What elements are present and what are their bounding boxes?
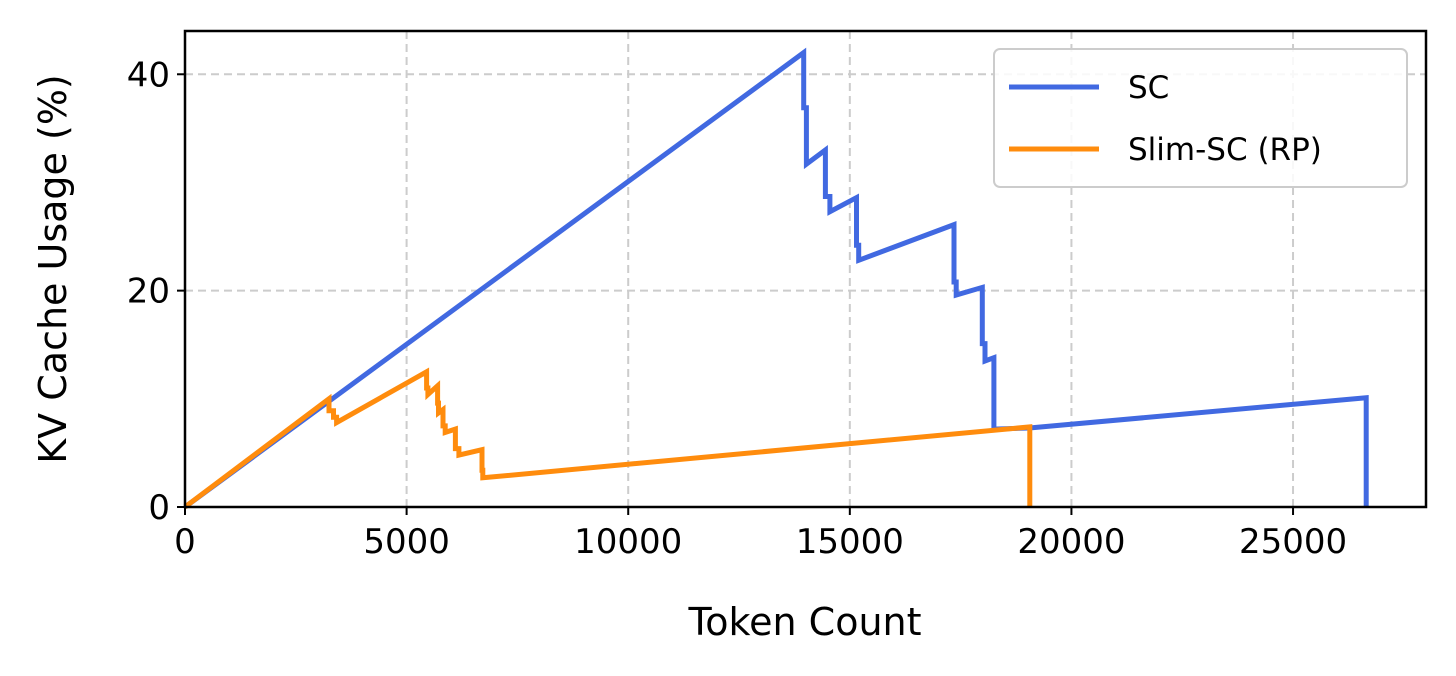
- x-tick-label: 5000: [363, 522, 450, 562]
- series-line-sc: [183, 47, 1369, 510]
- series-line-slim-sc: [183, 367, 1033, 509]
- x-tick-label: 15000: [796, 522, 904, 562]
- x-tick-label: 10000: [574, 522, 682, 562]
- y-tick-label: 20: [127, 272, 170, 312]
- y-tick-label: 0: [148, 488, 170, 528]
- series-lines: [183, 47, 1369, 510]
- x-tick-label: 0: [174, 522, 196, 562]
- y-axis-label: KV Cache Usage (%): [31, 74, 75, 463]
- y-tick-label: 40: [127, 55, 170, 95]
- x-tick-label: 25000: [1239, 522, 1347, 562]
- axis-ticks: 0 5000 10000 15000 20000 25000 0 20 40: [127, 55, 1347, 562]
- legend-label-sc: SC: [1128, 70, 1169, 106]
- legend-box: [993, 48, 1408, 188]
- x-axis-label: Token Count: [687, 600, 921, 644]
- legend: SC Slim-SC (RP): [993, 48, 1408, 188]
- plot-frame: [183, 29, 1428, 509]
- legend-label-slim-sc: Slim-SC (RP): [1128, 132, 1322, 168]
- x-tick-label: 20000: [1017, 522, 1125, 562]
